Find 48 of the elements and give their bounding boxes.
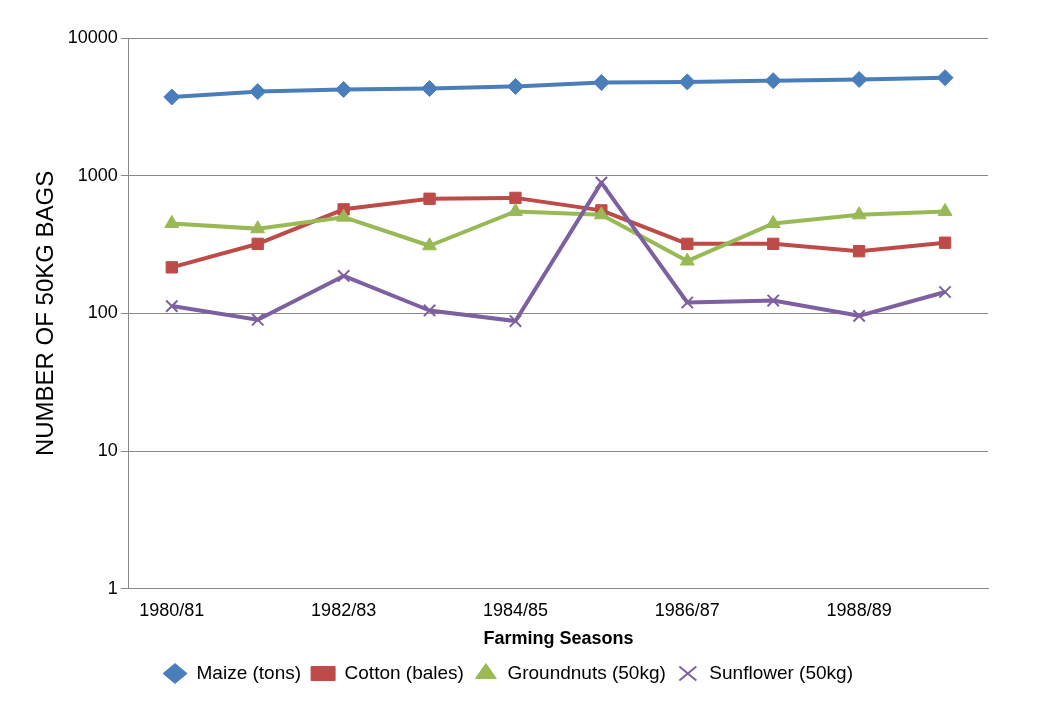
y-tick-label: 1 [107, 577, 118, 598]
point [678, 73, 696, 91]
y-tick-label: 1000 [77, 164, 118, 185]
legend-label: Groundnuts (50kg) [507, 661, 666, 683]
legend-label: Cotton (bales) [344, 661, 464, 683]
point [764, 72, 782, 90]
point [249, 83, 267, 101]
point [251, 313, 265, 327]
point [336, 208, 352, 222]
point [163, 88, 181, 106]
x-tick-label: 1984/85 [482, 599, 549, 620]
y-tick-label: 100 [87, 302, 118, 323]
point [936, 69, 954, 87]
point [767, 237, 780, 250]
point [165, 299, 179, 313]
x-axis-title: Farming Seasons [483, 628, 634, 649]
y-tick-label: 10 [97, 440, 118, 461]
point [681, 237, 694, 250]
point [509, 191, 522, 205]
point [423, 192, 436, 205]
point [679, 252, 695, 266]
y-tick-label: 10000 [67, 26, 118, 47]
point [422, 237, 437, 251]
legend-label: Sunflower (50kg) [709, 661, 853, 683]
point [852, 245, 866, 258]
point [336, 269, 351, 283]
point [251, 237, 264, 250]
point [594, 176, 609, 190]
legend-label: Maize (tons) [196, 661, 302, 683]
x-tick-label: 1980/81 [139, 599, 205, 620]
x-tick-label: 1982/83 [311, 599, 377, 620]
point [938, 236, 952, 249]
point [938, 285, 952, 299]
point [852, 309, 866, 323]
point [506, 77, 524, 95]
point [508, 314, 523, 328]
point [592, 74, 610, 92]
point [422, 303, 437, 318]
x-tick-label: 1988/89 [826, 599, 892, 620]
point [850, 70, 868, 88]
point [766, 293, 780, 308]
point [851, 206, 867, 220]
point [680, 295, 694, 310]
point [335, 80, 353, 98]
y-axis-title: NUMBER OF 50KG BAGS [31, 170, 59, 457]
point [250, 220, 266, 234]
point [165, 261, 178, 274]
x-tick-label: 1986/87 [654, 599, 720, 620]
